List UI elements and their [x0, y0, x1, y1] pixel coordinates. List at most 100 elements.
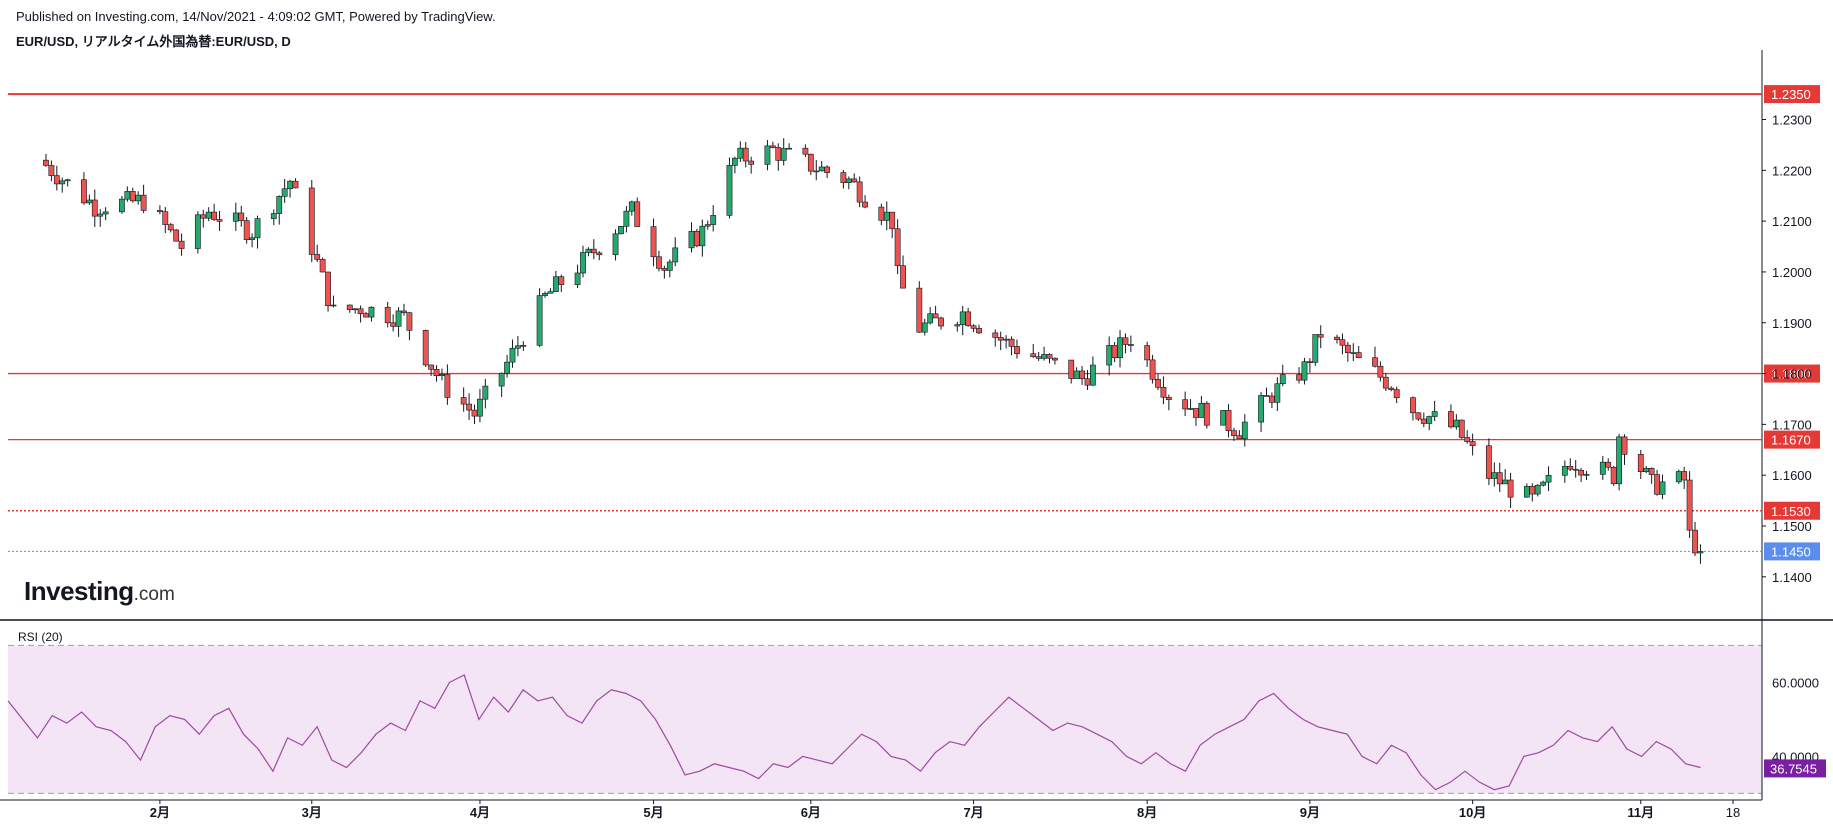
candle-body — [1306, 361, 1313, 363]
candle — [731, 156, 738, 174]
candle — [585, 247, 592, 257]
candle — [710, 205, 717, 232]
symbol-title: EUR/USD, リアルタイム外国為替:EUR/USD, D — [16, 34, 291, 49]
candle — [444, 364, 451, 405]
candle-body — [43, 159, 49, 166]
candle — [1312, 334, 1319, 366]
rsi-band-fill — [8, 645, 1762, 794]
candle-body — [878, 206, 885, 221]
candle-body — [1090, 364, 1096, 386]
candle-body — [1648, 468, 1655, 475]
candle-body — [444, 374, 451, 398]
candle — [1165, 394, 1172, 411]
candle — [1675, 469, 1682, 484]
candle-body — [807, 153, 814, 172]
candle — [504, 354, 510, 378]
candle-body — [1279, 374, 1286, 385]
candle — [1637, 449, 1644, 480]
candle-body — [395, 310, 402, 327]
candle-body — [281, 188, 288, 197]
candle — [1008, 336, 1015, 356]
candle — [1046, 353, 1053, 364]
candle — [1448, 404, 1454, 429]
candle-body — [650, 226, 657, 258]
candle — [1572, 460, 1579, 478]
candle — [249, 233, 256, 248]
candle — [1502, 469, 1509, 485]
candle — [390, 314, 397, 332]
candle — [119, 196, 125, 214]
candle-body — [352, 308, 359, 311]
candle — [547, 288, 554, 294]
candle — [959, 305, 966, 336]
candle — [883, 201, 890, 231]
candle-body — [1155, 378, 1161, 388]
candle — [704, 220, 711, 230]
candle — [1041, 346, 1047, 361]
candle — [238, 205, 245, 227]
candle — [1187, 399, 1194, 411]
candle-body — [965, 311, 972, 327]
candle — [574, 264, 581, 289]
candle-body — [1073, 370, 1080, 379]
candle-body — [634, 201, 641, 227]
candle-body — [1269, 395, 1275, 403]
candle — [737, 141, 744, 162]
candle — [1344, 341, 1351, 362]
candle-body — [439, 374, 445, 376]
candle — [1654, 469, 1660, 496]
candle — [352, 308, 359, 314]
candle-body — [558, 276, 565, 285]
candle — [243, 216, 250, 244]
candle-body — [932, 313, 939, 319]
candle-body — [1220, 410, 1226, 426]
candle-body — [710, 215, 717, 225]
candle — [48, 160, 55, 182]
candle — [363, 311, 369, 318]
time-tick-label: 7月 — [963, 805, 983, 820]
candle — [612, 229, 619, 261]
candle-body — [243, 220, 250, 240]
candle — [509, 339, 516, 368]
candle — [1279, 364, 1286, 387]
candle-body — [482, 385, 489, 400]
candle-body — [363, 313, 369, 318]
candle — [1659, 474, 1666, 500]
candle — [552, 270, 559, 293]
candle-body — [775, 147, 782, 161]
candle-body — [1344, 344, 1351, 353]
candle — [1523, 483, 1530, 498]
candle — [1561, 460, 1568, 483]
candle-body — [249, 237, 256, 240]
time-tick-label: 4月 — [470, 805, 490, 820]
candle — [1469, 433, 1476, 456]
candle-body — [916, 287, 923, 333]
candle — [1485, 438, 1492, 485]
candle — [211, 203, 218, 222]
candle — [938, 316, 944, 330]
candle-body — [1160, 386, 1167, 398]
candle — [900, 255, 906, 289]
level-1.2350-label: 1.2350 — [1771, 87, 1811, 102]
candle — [1122, 333, 1129, 354]
candle-body — [883, 211, 890, 221]
candle-body — [1393, 389, 1400, 398]
candle — [156, 205, 163, 215]
candle-body — [1681, 471, 1688, 481]
candle-body — [1301, 361, 1308, 381]
candle — [178, 233, 185, 256]
candle-body — [1583, 474, 1590, 476]
candle — [650, 218, 657, 267]
candle — [314, 244, 321, 262]
candle-body — [1079, 370, 1085, 380]
candle-body — [1534, 484, 1541, 495]
candle-body — [270, 213, 277, 219]
candle-body — [48, 165, 55, 176]
candle-body — [422, 330, 429, 366]
rsi-title: RSI (20) — [18, 630, 63, 644]
candle-body — [232, 212, 239, 222]
candle — [954, 321, 961, 332]
candle — [856, 176, 863, 208]
candle — [1415, 412, 1422, 421]
